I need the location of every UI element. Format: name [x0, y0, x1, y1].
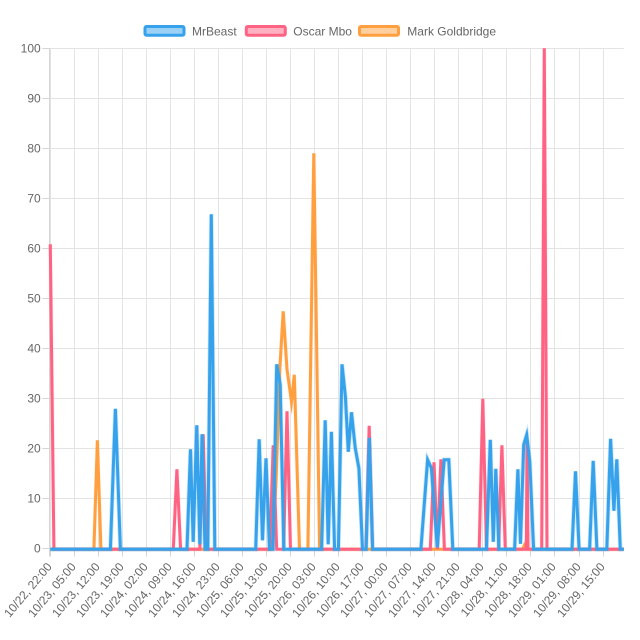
svg-text:10: 10 [27, 492, 41, 506]
svg-text:30: 30 [27, 392, 41, 406]
svg-text:MrBeast: MrBeast [192, 24, 237, 38]
svg-text:20: 20 [27, 442, 41, 456]
svg-text:Mark Goldbridge: Mark Goldbridge [407, 24, 496, 38]
svg-text:100: 100 [21, 42, 41, 56]
svg-text:50: 50 [27, 292, 41, 306]
svg-text:70: 70 [27, 192, 41, 206]
svg-text:Oscar Mbo: Oscar Mbo [293, 24, 352, 38]
svg-text:80: 80 [27, 142, 41, 156]
svg-text:60: 60 [27, 242, 41, 256]
svg-text:0: 0 [34, 542, 41, 556]
svg-text:40: 40 [27, 342, 41, 356]
svg-text:90: 90 [27, 92, 41, 106]
